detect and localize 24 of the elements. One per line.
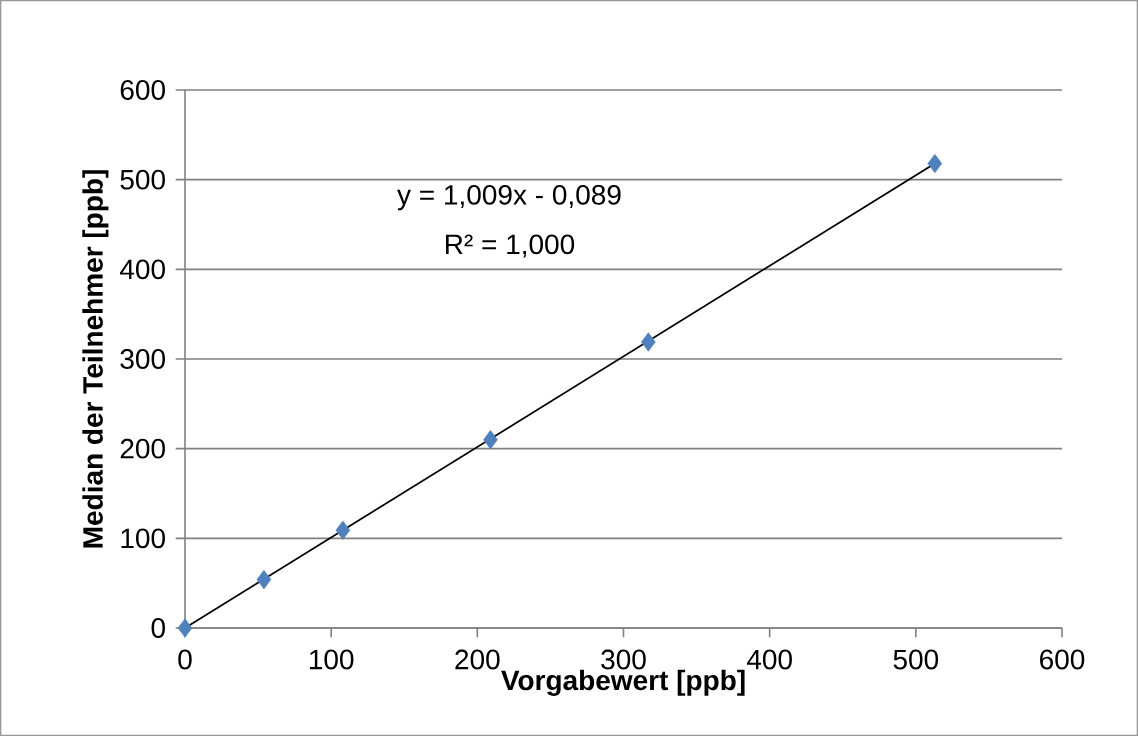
x-tick-label: 400 bbox=[746, 649, 792, 670]
point bbox=[927, 153, 943, 174]
y-axis-title: Median der Teilnehmer [ppb] bbox=[82, 170, 109, 548]
y-tick-label: 0 bbox=[151, 618, 165, 638]
y-tick-label: 500 bbox=[120, 169, 165, 190]
x-tick-label: 600 bbox=[1040, 649, 1085, 670]
x-tick-label: 100 bbox=[309, 649, 354, 670]
x-tick-label: 0 bbox=[178, 649, 192, 670]
x-tick-label: 300 bbox=[601, 649, 646, 670]
point bbox=[335, 520, 351, 540]
x-axis-title: Vorgabewert [ppb] bbox=[501, 669, 745, 696]
y-tick-label: 600 bbox=[120, 80, 165, 100]
y-tick-label: 400 bbox=[120, 259, 165, 280]
y-tick-label: 300 bbox=[120, 349, 165, 369]
point bbox=[256, 569, 272, 590]
annotation: y = 1,009x - 0,089 bbox=[397, 184, 621, 211]
point bbox=[177, 618, 193, 638]
x-tick-label: 200 bbox=[455, 649, 500, 670]
x-tick-label: 500 bbox=[893, 649, 939, 670]
annotation: R² = 1,000 bbox=[446, 234, 575, 258]
point bbox=[483, 430, 498, 450]
y-tick-label: 100 bbox=[121, 528, 165, 549]
point bbox=[641, 332, 656, 352]
y-tick-label: 200 bbox=[120, 438, 165, 459]
